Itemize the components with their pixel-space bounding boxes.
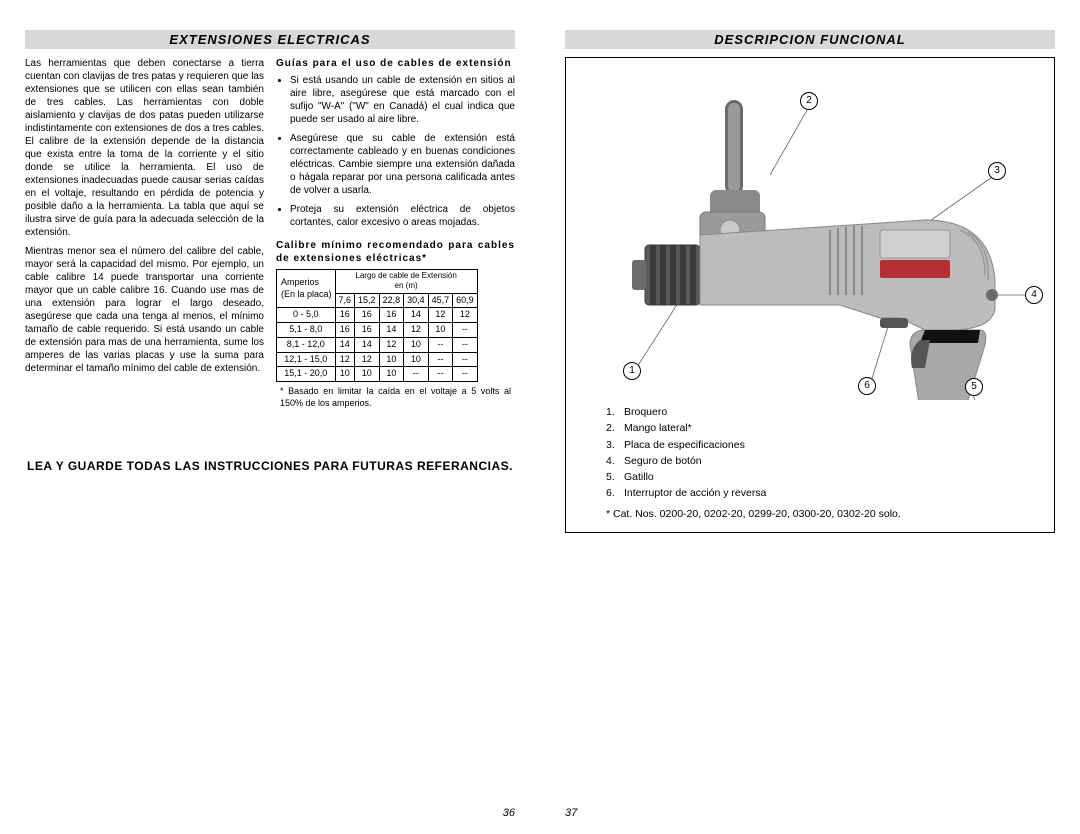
- row-4-label: 15,1 - 20,0: [277, 367, 336, 382]
- r1c1: 16: [355, 323, 380, 338]
- col-h-5: 60,9: [453, 293, 478, 308]
- col-h-2: 22,8: [379, 293, 404, 308]
- right-header: DESCRIPCION FUNCIONAL: [565, 30, 1055, 49]
- col-h-3: 30,4: [404, 293, 429, 308]
- bullet-3: Proteja su extensión eléctrica de objeto…: [290, 203, 515, 229]
- page-left: EXTENSIONES ELECTRICAS Las herramientas …: [0, 0, 540, 834]
- left-columns: Las herramientas que deben conectarse a …: [25, 57, 515, 409]
- bullet-2: Asegúrese que su cable de extensión está…: [290, 132, 515, 197]
- r1c5: --: [453, 323, 478, 338]
- part-3: 3.Placa de especificaciones: [606, 437, 1042, 453]
- r2c1: 14: [355, 337, 380, 352]
- chuck-icon: [632, 245, 700, 305]
- r4c1: 10: [355, 367, 380, 382]
- r3c1: 12: [355, 352, 380, 367]
- col-h-0: 7,6: [335, 293, 355, 308]
- left-col-2: Guías para el uso de cables de extensión…: [276, 57, 515, 409]
- guide-head: Guías para el uso de cables de extensión: [276, 57, 515, 70]
- wire-gauge-table: Amperios (En la placa) Largo de cable de…: [276, 269, 478, 382]
- row-0-label: 0 - 5,0: [277, 308, 336, 323]
- callout-5: 5: [965, 378, 983, 396]
- col-h-1: 15,2: [355, 293, 380, 308]
- r4c5: --: [453, 367, 478, 382]
- r1c0: 16: [335, 323, 355, 338]
- parts-footnote: * Cat. Nos. 0200-20, 0202-20, 0299-20, 0…: [606, 508, 1042, 520]
- bullet-1: Si está usando un cable de extensión en …: [290, 74, 515, 126]
- page-right: DESCRIPCION FUNCIONAL: [540, 0, 1080, 834]
- callout-1: 1: [623, 362, 641, 380]
- table-head: Calibre mínimo recomendado para cables d…: [276, 239, 515, 265]
- r4c4: --: [428, 367, 453, 382]
- r1c2: 14: [379, 323, 404, 338]
- callout-2: 2: [800, 92, 818, 110]
- part-2: 2.Mango lateral*: [606, 420, 1042, 436]
- row-2-label: 8,1 - 12,0: [277, 337, 336, 352]
- page-num-left: 36: [503, 807, 515, 819]
- row-3-label: 12,1 - 15,0: [277, 352, 336, 367]
- page-num-right: 37: [565, 807, 577, 819]
- callout-6: 6: [858, 377, 876, 395]
- r4c2: 10: [379, 367, 404, 382]
- left-col-1: Las herramientas que deben conectarse a …: [25, 57, 264, 409]
- r0c5: 12: [453, 308, 478, 323]
- row-1-label: 5,1 - 8,0: [277, 323, 336, 338]
- left-header: EXTENSIONES ELECTRICAS: [25, 30, 515, 49]
- r2c4: --: [428, 337, 453, 352]
- r3c5: --: [453, 352, 478, 367]
- r3c3: 10: [404, 352, 429, 367]
- callout-3: 3: [988, 162, 1006, 180]
- r1c3: 12: [404, 323, 429, 338]
- side-handle-icon: [700, 100, 765, 246]
- r2c3: 10: [404, 337, 429, 352]
- drill-body-icon: [700, 220, 998, 330]
- col-h-4: 45,7: [428, 293, 453, 308]
- drill-svg: [578, 70, 1042, 400]
- r0c2: 16: [379, 308, 404, 323]
- save-instructions: LEA Y GUARDE TODAS LAS INSTRUCCIONES PAR…: [25, 459, 515, 473]
- parts-list: 1.Broquero 2.Mango lateral* 3.Placa de e…: [606, 404, 1042, 502]
- table-corner2: (En la placa): [281, 289, 332, 299]
- table-corner: Amperios: [281, 277, 319, 287]
- r0c1: 16: [355, 308, 380, 323]
- r4c0: 10: [335, 367, 355, 382]
- r4c3: --: [404, 367, 429, 382]
- table-span-head: Largo de cable de Extensión en (m): [335, 270, 477, 294]
- r2c0: 14: [335, 337, 355, 352]
- r3c2: 10: [379, 352, 404, 367]
- part-5: 5.Gatillo: [606, 469, 1042, 485]
- r0c3: 14: [404, 308, 429, 323]
- r3c0: 12: [335, 352, 355, 367]
- part-6: 6.Interruptor de acción y reversa: [606, 485, 1042, 501]
- r2c2: 12: [379, 337, 404, 352]
- left-para1: Las herramientas que deben conectarse a …: [25, 57, 264, 239]
- guide-bullets: Si está usando un cable de extensión en …: [276, 74, 515, 229]
- r0c4: 12: [428, 308, 453, 323]
- left-para2: Mientras menor sea el número del calibre…: [25, 245, 264, 375]
- r2c5: --: [453, 337, 478, 352]
- r3c4: --: [428, 352, 453, 367]
- r0c0: 16: [335, 308, 355, 323]
- table-note: * Basado en limitar la caída en el volta…: [276, 386, 515, 409]
- part-4: 4.Seguro de botón: [606, 453, 1042, 469]
- diagram-box: 1 2 3 4 5 6 1.Broquero 2.Mango lateral* …: [565, 57, 1055, 533]
- part-1: 1.Broquero: [606, 404, 1042, 420]
- r1c4: 10: [428, 323, 453, 338]
- callout-4: 4: [1025, 286, 1043, 304]
- drill-diagram: 1 2 3 4 5 6: [578, 70, 1042, 400]
